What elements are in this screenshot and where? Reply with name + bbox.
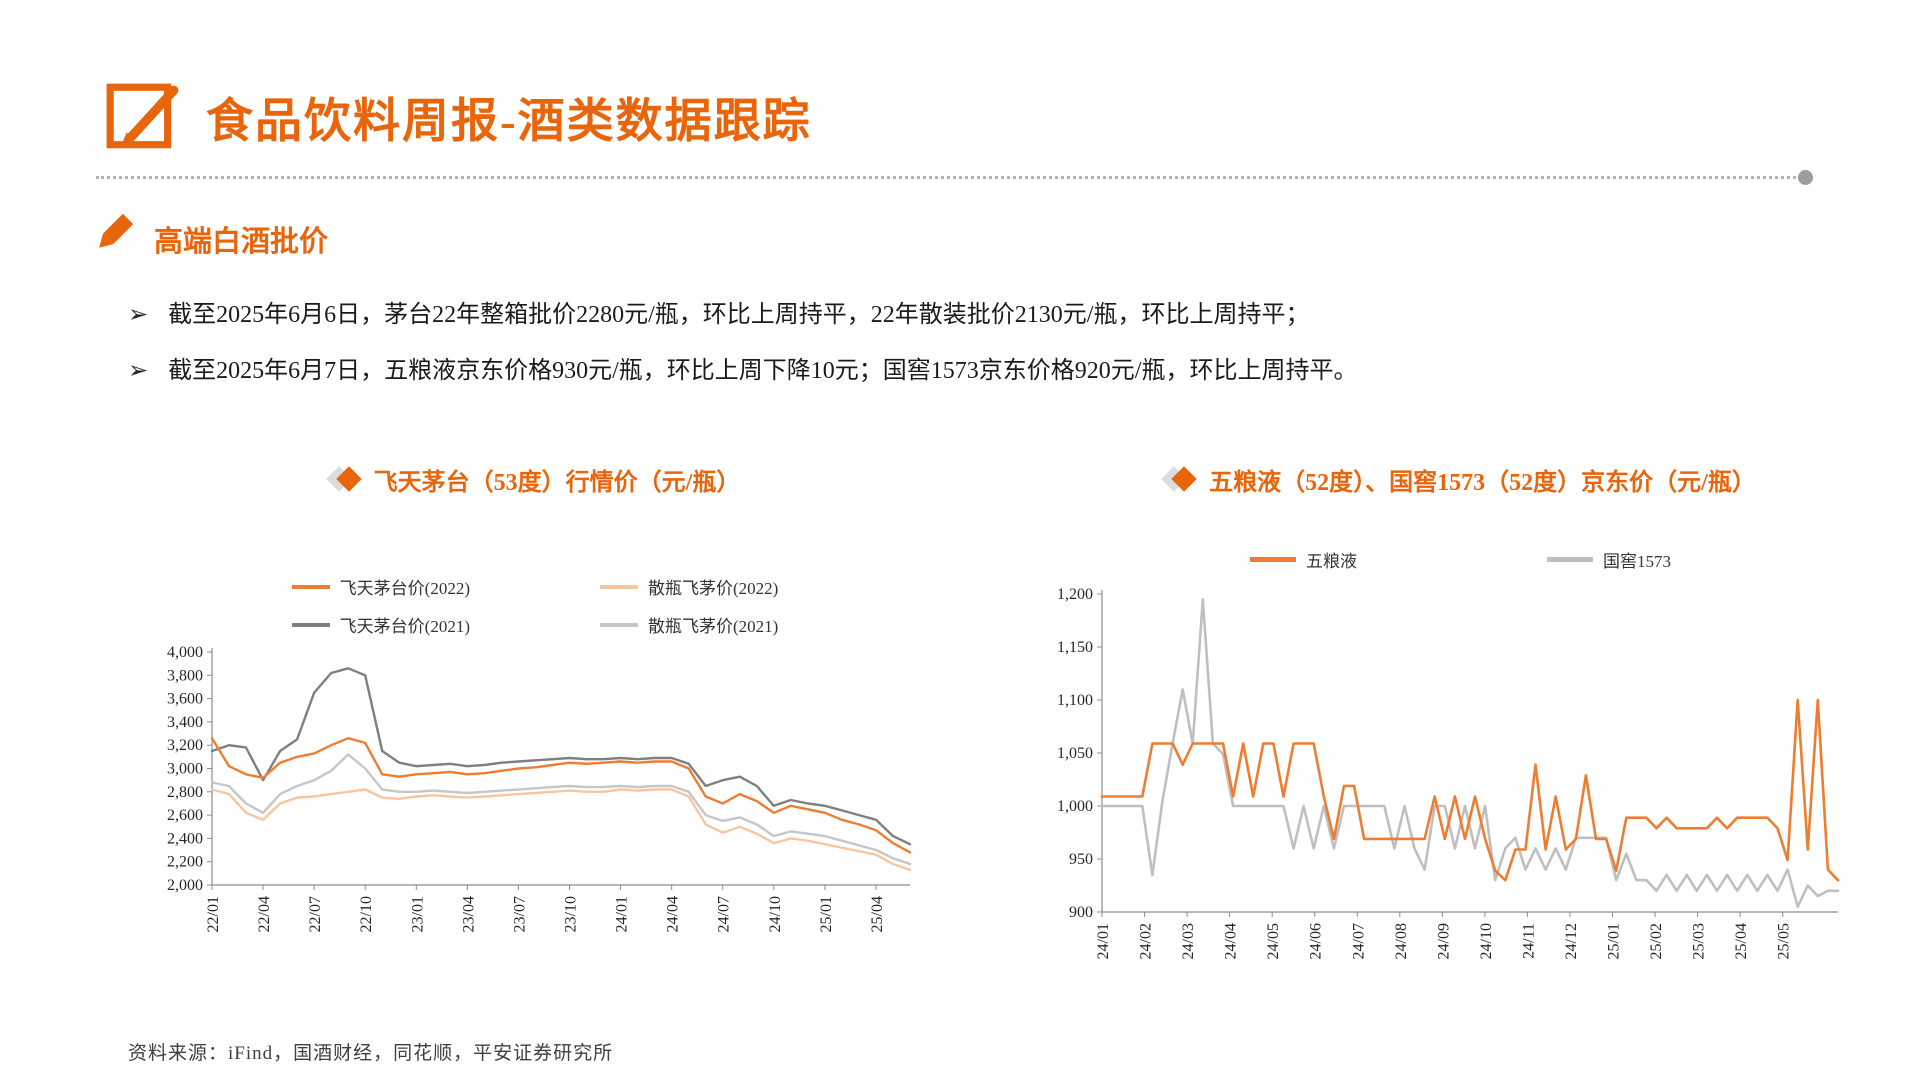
bullet-item: ➢ 截至2025年6月6日，茅台22年整箱批价2280元/瓶，环比上周持平，22… xyxy=(128,294,1309,329)
x-tick-label: 24/07 xyxy=(716,896,733,932)
series-line-3 xyxy=(210,753,912,866)
x-tick-label: 23/10 xyxy=(563,896,580,932)
y-tick-label: 1,050 xyxy=(1057,745,1093,762)
x-tick-label: 25/01 xyxy=(818,896,835,932)
legend-item-1: 国窖1573 xyxy=(1547,547,1671,572)
x-tick-label: 23/01 xyxy=(409,896,426,932)
legend-label: 飞天茅台价(2021) xyxy=(339,617,470,636)
bullet-item: ➢ 截至2025年6月7日，五粮液京东价格930元/瓶，环比上周下降10元；国窖… xyxy=(128,350,1357,385)
legend-item-0: 飞天茅台价(2022) xyxy=(291,574,470,599)
section-title: 高端白酒批价 xyxy=(154,226,329,258)
y-tick-label: 1,150 xyxy=(1057,639,1093,656)
series-line-1 xyxy=(210,788,912,872)
x-tick-label: 24/10 xyxy=(1478,923,1495,959)
legend-label: 散瓶飞茅价(2022) xyxy=(648,579,779,598)
x-tick-label: 24/05 xyxy=(1265,923,1282,959)
legend-label: 五粮液 xyxy=(1306,552,1357,571)
legend-label: 国窖1573 xyxy=(1603,552,1671,571)
y-tick-label: 950 xyxy=(1069,851,1093,868)
legend-swatch-icon xyxy=(600,584,638,589)
legend-swatch-icon xyxy=(600,622,638,627)
series-line-0 xyxy=(210,736,912,854)
x-tick-label: 24/08 xyxy=(1393,923,1410,959)
legend-swatch-icon xyxy=(1547,557,1593,562)
legend-swatch-icon xyxy=(291,622,330,627)
x-tick-label: 24/04 xyxy=(665,896,682,932)
y-tick-label: 3,000 xyxy=(167,761,203,778)
legend-label: 飞天茅台价(2022) xyxy=(339,579,470,598)
bullet-text: 截至2025年6月7日，五粮液京东价格930元/瓶，环比上周下降10元；国窖15… xyxy=(168,358,1358,384)
moutai-price-chart: 4,000 3,800 3,600 3,400 3,200 3,000 2,800 2,600… xyxy=(167,644,912,932)
legend-item-2: 飞天茅台价(2021) xyxy=(291,612,470,637)
y-tick-label: 2,000 xyxy=(167,877,203,894)
chart-title-label: 五粮液（52度）、国窖1573（52度）京东价（元/瓶） xyxy=(1209,469,1756,496)
bullet-text: 截至2025年6月6日，茅台22年整箱批价2280元/瓶，环比上周持平，22年散… xyxy=(168,302,1310,328)
series-line-0 xyxy=(1100,698,1840,882)
x-tick-label: 25/02 xyxy=(1648,923,1665,959)
legend-swatch-icon xyxy=(1250,557,1296,562)
x-tick-label: 24/01 xyxy=(1095,923,1112,959)
x-tick-label: 24/12 xyxy=(1563,923,1580,959)
double-diamond-icon xyxy=(325,466,362,492)
x-tick-label: 24/11 xyxy=(1520,923,1537,959)
x-tick-label: 22/07 xyxy=(307,896,324,932)
chart-title-label: 飞天茅台（53度）行情价（元/瓶） xyxy=(373,469,741,496)
x-tick-label: 24/03 xyxy=(1180,923,1197,959)
pencil-square-icon xyxy=(106,83,179,149)
y-tick-label: 2,400 xyxy=(167,830,203,847)
y-tick-label: 3,800 xyxy=(167,667,203,684)
x-tick-label: 24/09 xyxy=(1435,923,1452,959)
legend-label: 散瓶飞茅价(2021) xyxy=(648,617,779,636)
legend-item-0: 五粮液 xyxy=(1250,547,1357,572)
divider-end-dot xyxy=(1798,170,1813,185)
y-tick-label: 3,600 xyxy=(167,691,203,708)
moutai-chart-legend: 飞天茅台价(2022) 散瓶飞茅价(2022) 飞天茅台价(2021) 散瓶飞茅价(2… xyxy=(150,574,920,637)
x-tick-label: 24/02 xyxy=(1138,923,1155,959)
y-tick-label: 2,800 xyxy=(167,784,203,801)
double-diamond-icon xyxy=(1161,466,1197,492)
x-tick-label: 24/07 xyxy=(1350,923,1367,959)
y-tick-label: 2,600 xyxy=(167,807,203,824)
x-tick-label: 24/06 xyxy=(1308,923,1325,959)
x-tick-label: 25/04 xyxy=(1733,923,1750,959)
bullet-arrow-marker: ➢ xyxy=(128,358,149,384)
y-tick-label: 1,000 xyxy=(1057,798,1093,815)
y-tick-label: 1,100 xyxy=(1057,692,1093,709)
x-tick-label: 22/01 xyxy=(205,896,222,932)
y-tick-label: 1,200 xyxy=(1057,586,1093,603)
y-tick-label: 4,000 xyxy=(167,644,203,661)
x-tick-label: 25/04 xyxy=(869,896,886,932)
y-tick-label: 3,400 xyxy=(167,714,203,731)
bullet-arrow-marker: ➢ xyxy=(128,302,149,328)
moutai-chart-title: 飞天茅台（53度）行情价（元/瓶） xyxy=(150,462,920,496)
x-tick-label: 24/01 xyxy=(614,896,631,932)
page-title: 食品饮料周报-酒类数据跟踪 xyxy=(206,96,812,148)
legend-swatch-icon xyxy=(291,584,330,589)
x-tick-label: 22/04 xyxy=(256,896,273,932)
x-tick-label: 25/03 xyxy=(1691,923,1708,959)
series-line-2 xyxy=(210,667,912,846)
pencil-icon xyxy=(99,213,134,248)
x-tick-label: 24/10 xyxy=(767,896,784,932)
y-tick-label: 3,200 xyxy=(167,737,203,754)
x-tick-label: 22/10 xyxy=(358,896,375,932)
legend-item-1: 散瓶飞茅价(2022) xyxy=(600,574,778,599)
source-note: 资料来源：iFind，国酒财经，同花顺，平安证券研究所 xyxy=(128,1043,614,1064)
x-tick-label: 24/04 xyxy=(1223,923,1240,959)
series-line-1 xyxy=(1100,597,1840,909)
legend-item-3: 散瓶飞茅价(2021) xyxy=(600,612,778,637)
dotted-divider xyxy=(96,176,1802,179)
y-tick-label: 900 xyxy=(1069,904,1093,921)
x-tick-label: 23/07 xyxy=(511,896,528,932)
x-tick-label: 25/05 xyxy=(1776,923,1793,959)
x-tick-label: 25/01 xyxy=(1606,923,1623,959)
y-tick-label: 2,200 xyxy=(167,854,203,871)
jd-chart-legend: 五粮液 国窖1573 xyxy=(1038,547,1883,572)
x-tick-label: 23/04 xyxy=(460,896,477,932)
jd-chart-title: 五粮液（52度）、国窖1573（52度）京东价（元/瓶） xyxy=(1038,462,1883,496)
